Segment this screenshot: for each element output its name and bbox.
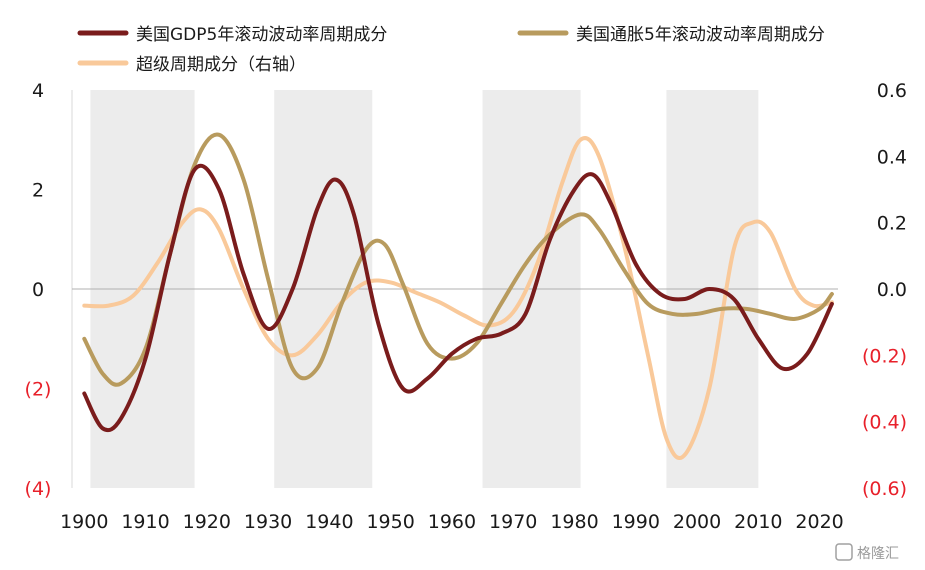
legend-label-super-cycle: 超级周期成分（右轴） (136, 55, 306, 75)
watermark-text: 格隆汇 (857, 546, 899, 562)
legend-label-inflation: 美国通胀5年滚动波动率周期成分 (576, 25, 825, 45)
x-tick-label: 2020 (795, 511, 843, 533)
x-tick-label: 1930 (244, 511, 292, 533)
y-right-tick-label: 0.6 (877, 80, 907, 102)
series-line-gdp (82, 163, 834, 433)
y-left-tick-label: (2) (25, 379, 52, 401)
y-left-tick-label: 0 (32, 279, 44, 301)
x-tick-label: 1960 (428, 511, 476, 533)
y-left-tick-label: 4 (32, 80, 44, 102)
legend-item-super-cycle: 超级周期成分（右轴） (77, 55, 306, 75)
watermark: 格隆汇 (835, 543, 899, 562)
x-tick-label: 1970 (489, 511, 537, 533)
x-tick-label: 1950 (366, 511, 414, 533)
x-tick-label: 1940 (305, 511, 353, 533)
watermark-logo-icon (835, 543, 853, 561)
x-tick-label: 1980 (550, 511, 598, 533)
y-right-tick-label: (0.4) (862, 412, 907, 434)
legend-item-inflation: 美国通胀5年滚动波动率周期成分 (517, 25, 825, 45)
x-tick-label: 1910 (121, 511, 169, 533)
y-right-tick-label: 0.2 (877, 213, 907, 235)
y-right-tick-label: 0.4 (877, 146, 907, 168)
legend: 美国GDP5年滚动波动率周期成分 美国通胀5年滚动波动率周期成分 超级周期成分（… (77, 25, 825, 75)
y-left-tick-label: 2 (32, 180, 44, 202)
y-right-tick-label: (0.6) (862, 478, 907, 500)
y-right-tick-label: (0.2) (862, 345, 907, 367)
y-left-tick-label: (4) (25, 478, 52, 500)
series-lines (82, 132, 834, 461)
y-right-tick-label: 0.0 (877, 279, 907, 301)
legend-item-gdp: 美国GDP5年滚动波动率周期成分 (77, 25, 387, 45)
x-tick-label: 1990 (612, 511, 660, 533)
x-tick-label: 1920 (183, 511, 231, 533)
x-tick-label: 2010 (734, 511, 782, 533)
x-tick-label: 1900 (60, 511, 108, 533)
series-line-inflation (82, 132, 834, 387)
x-tick-label: 2000 (673, 511, 721, 533)
legend-label-gdp: 美国GDP5年滚动波动率周期成分 (136, 25, 387, 45)
